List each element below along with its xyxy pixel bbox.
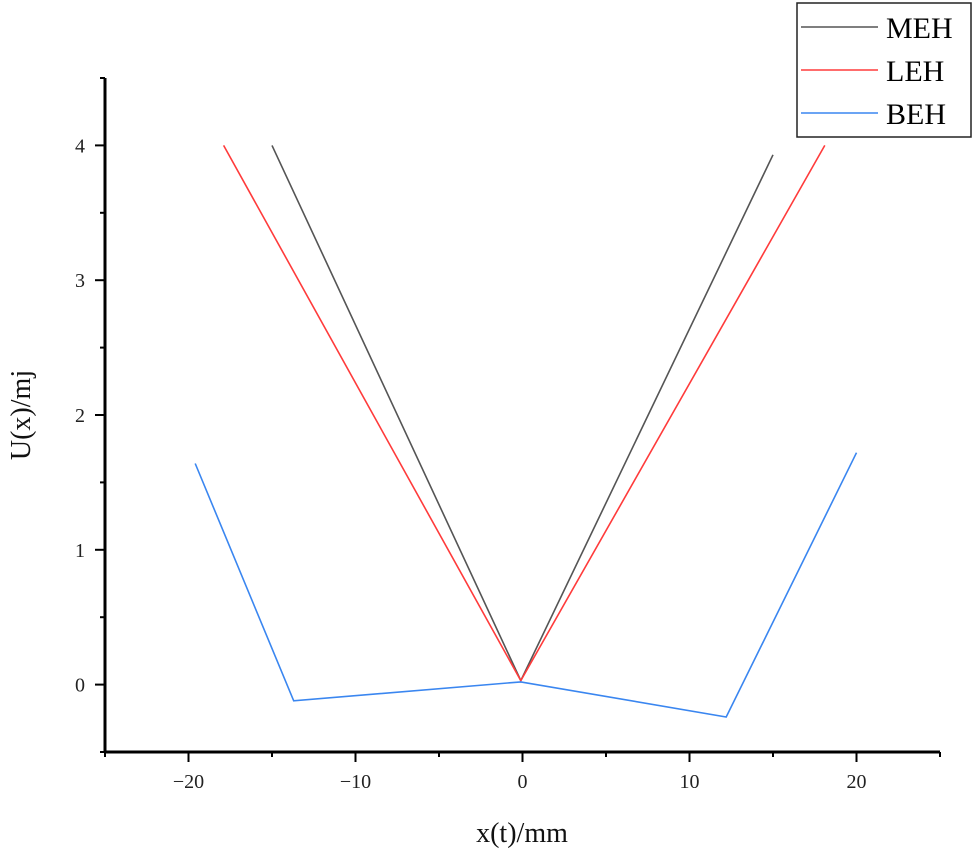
x-tick-label: 10 xyxy=(680,771,700,793)
legend-label-beh: BEH xyxy=(886,98,946,131)
series-line-leh xyxy=(222,145,826,683)
y-tick-label: 1 xyxy=(75,540,85,562)
y-tick-label: 2 xyxy=(75,405,85,427)
x-tick-label: −20 xyxy=(173,771,204,793)
series-group xyxy=(194,145,858,718)
series-line-meh xyxy=(271,145,774,683)
y-axis-title: U(x)/mj xyxy=(6,370,37,460)
legend: MEH LEH BEH xyxy=(796,2,972,138)
series-line-beh xyxy=(194,452,858,718)
x-tick-label: 0 xyxy=(518,771,528,793)
axes: 0 1 2 3 4 −20 −10 0 10 20 xyxy=(75,77,941,793)
legend-label-leh: LEH xyxy=(886,55,944,88)
x-axis-title: x(t)/mm xyxy=(476,818,568,849)
x-tick-label: 20 xyxy=(847,771,867,793)
y-tick-label: 3 xyxy=(75,270,85,292)
legend-label-meh: MEH xyxy=(886,12,953,45)
y-tick-label: 4 xyxy=(75,135,85,157)
x-tick-label: −10 xyxy=(340,771,371,793)
y-tick-label: 0 xyxy=(75,675,85,697)
